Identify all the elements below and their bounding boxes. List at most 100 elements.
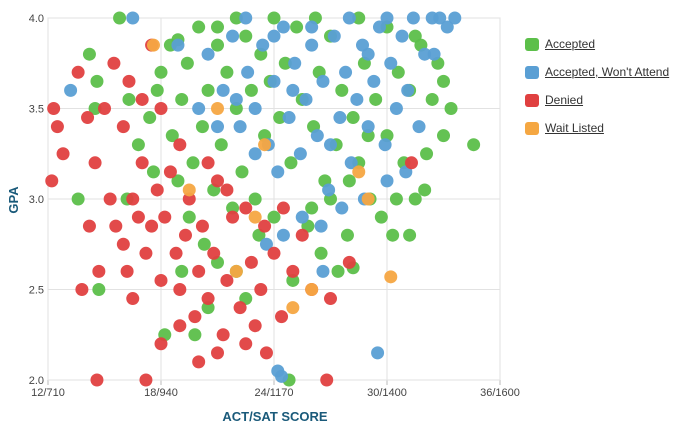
data-point bbox=[211, 20, 224, 34]
data-point bbox=[286, 301, 300, 315]
y-tick-label: 4.0 bbox=[29, 13, 44, 25]
data-point bbox=[320, 373, 334, 387]
data-point bbox=[71, 65, 85, 79]
data-point bbox=[88, 102, 102, 115]
data-point bbox=[299, 92, 313, 106]
data-point bbox=[107, 56, 121, 70]
data-point bbox=[135, 92, 149, 106]
data-point bbox=[331, 264, 345, 278]
data-point bbox=[145, 219, 159, 233]
data-point bbox=[90, 373, 104, 387]
data-point bbox=[305, 38, 319, 52]
data-point bbox=[82, 219, 96, 233]
data-point bbox=[437, 129, 450, 143]
data-point bbox=[180, 56, 194, 70]
data-point bbox=[182, 210, 196, 224]
data-point bbox=[220, 183, 234, 197]
legend-item-accepted-wont-attend[interactable]: Accepted, Won't Attend bbox=[525, 58, 669, 86]
legend: Accepted Accepted, Won't Attend Denied W… bbox=[525, 30, 669, 142]
data-point bbox=[248, 319, 262, 333]
data-point bbox=[361, 129, 375, 143]
data-point bbox=[226, 29, 240, 43]
data-point bbox=[71, 192, 85, 206]
data-point bbox=[241, 65, 255, 79]
data-point bbox=[175, 92, 189, 106]
data-point bbox=[233, 301, 247, 315]
legend-item-accepted[interactable]: Accepted bbox=[525, 30, 669, 58]
data-point bbox=[286, 264, 300, 278]
data-point bbox=[267, 210, 281, 224]
data-point bbox=[81, 111, 95, 125]
data-point bbox=[386, 228, 400, 242]
data-point bbox=[267, 74, 281, 88]
data-point bbox=[248, 192, 262, 206]
x-tick-label: 12/710 bbox=[31, 387, 65, 399]
data-point bbox=[211, 346, 224, 360]
data-point bbox=[322, 183, 336, 197]
data-point bbox=[258, 138, 272, 152]
legend-label: Accepted bbox=[545, 37, 596, 51]
data-point bbox=[275, 310, 289, 324]
data-point bbox=[369, 92, 383, 106]
data-point bbox=[126, 292, 140, 306]
data-point bbox=[395, 29, 409, 43]
data-point bbox=[188, 328, 202, 342]
data-point bbox=[288, 56, 302, 70]
data-point bbox=[173, 283, 187, 296]
data-point bbox=[293, 147, 307, 161]
data-point bbox=[276, 201, 290, 215]
data-point bbox=[216, 328, 230, 342]
data-point bbox=[335, 201, 349, 215]
data-point bbox=[275, 369, 289, 383]
data-point bbox=[380, 11, 394, 25]
data-point bbox=[229, 11, 243, 25]
data-point bbox=[418, 47, 432, 61]
data-point bbox=[154, 102, 168, 115]
data-point bbox=[389, 192, 403, 206]
data-point bbox=[211, 38, 224, 52]
data-point bbox=[367, 74, 381, 88]
data-point bbox=[178, 228, 192, 242]
legend-swatch-accepted-wont-attend bbox=[525, 65, 539, 79]
data-point bbox=[229, 264, 243, 278]
x-tick-label: 18/940 bbox=[144, 387, 178, 399]
data-point bbox=[371, 346, 385, 360]
data-point bbox=[433, 11, 447, 25]
data-point bbox=[186, 156, 200, 170]
legend-label: Accepted, Won't Attend bbox=[545, 65, 670, 79]
x-axis-ticks: 12/710 18/940 24/1170 30/1400 36/1600 bbox=[31, 387, 520, 399]
legend-item-denied[interactable]: Denied bbox=[525, 86, 669, 114]
x-tick-label: 24/1170 bbox=[255, 387, 294, 399]
data-point bbox=[214, 138, 228, 152]
y-tick-label: 2.5 bbox=[29, 285, 44, 297]
data-point bbox=[391, 65, 405, 79]
data-point bbox=[418, 183, 432, 197]
data-point bbox=[163, 165, 177, 179]
data-point bbox=[131, 210, 145, 224]
legend-item-wait-listed[interactable]: Wait Listed bbox=[525, 114, 669, 142]
data-point bbox=[56, 147, 70, 161]
data-point bbox=[239, 337, 253, 351]
data-point bbox=[211, 120, 224, 134]
data-point bbox=[258, 219, 272, 233]
y-axis-ticks: 2.0 2.5 3.0 3.5 4.0 bbox=[29, 13, 44, 387]
data-point bbox=[295, 228, 309, 242]
data-point bbox=[361, 192, 375, 206]
data-point bbox=[88, 156, 102, 170]
data-point bbox=[150, 183, 164, 197]
data-point bbox=[192, 264, 206, 278]
data-point bbox=[146, 165, 160, 179]
data-point bbox=[352, 165, 366, 179]
data-point bbox=[98, 102, 111, 115]
data-point bbox=[154, 65, 168, 79]
data-point bbox=[248, 147, 262, 161]
data-point bbox=[361, 47, 375, 61]
x-axis-label: ACT/SAT SCORE bbox=[222, 409, 328, 424]
series-3 bbox=[146, 38, 398, 315]
legend-swatch-denied bbox=[525, 93, 539, 107]
y-axis-label: GPA bbox=[6, 186, 21, 214]
data-point bbox=[286, 83, 300, 97]
data-point bbox=[126, 11, 140, 25]
data-point bbox=[50, 120, 64, 134]
